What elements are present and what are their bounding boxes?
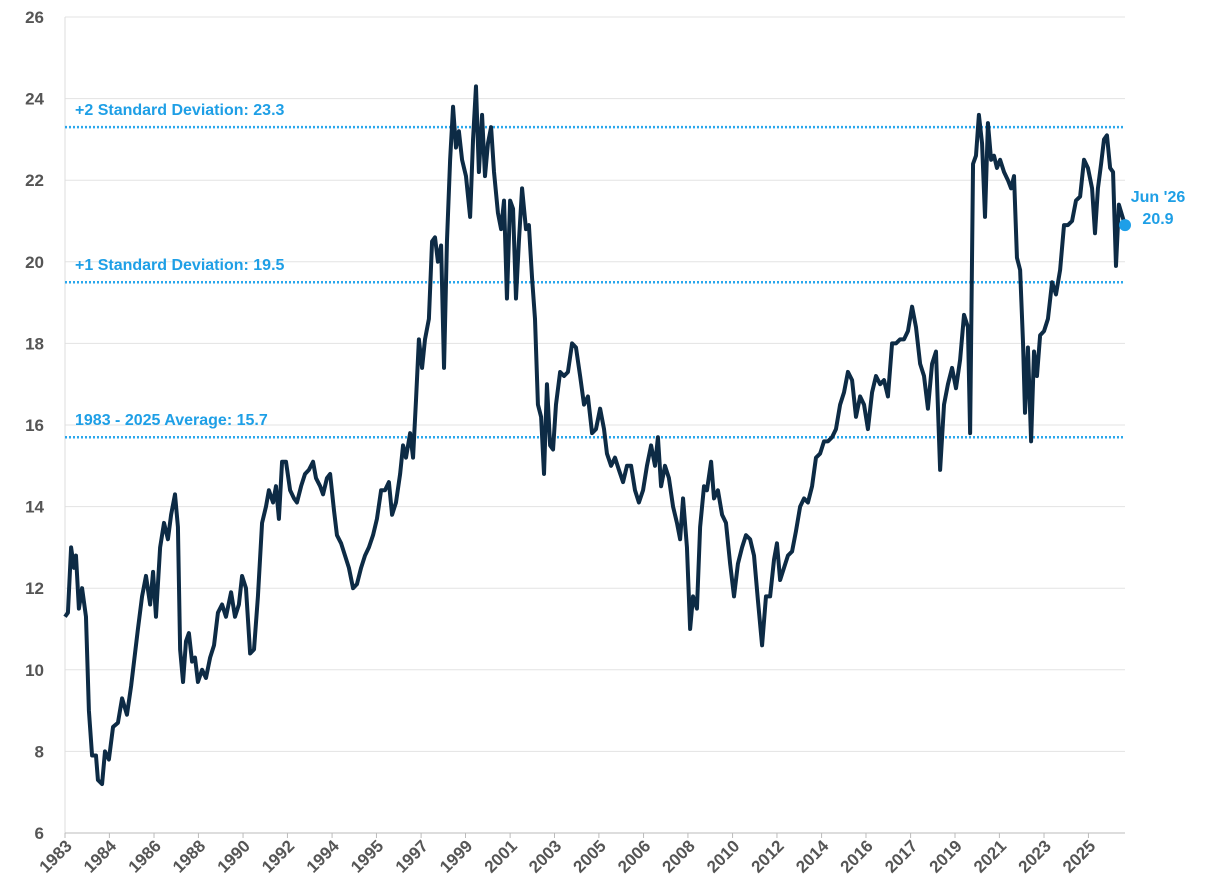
last-point-label: Jun '26 — [1131, 189, 1186, 206]
x-tick-label: 2017 — [881, 836, 921, 876]
y-tick-label: 22 — [25, 171, 44, 190]
x-tick-label: 2023 — [1015, 836, 1055, 876]
y-tick-label: 16 — [25, 416, 44, 435]
y-tick-label: 18 — [25, 334, 44, 353]
data-line — [63, 84, 1127, 787]
reference-label: +1 Standard Deviation: 19.5 — [75, 257, 285, 274]
y-tick-label: 20 — [25, 253, 44, 272]
x-tick-label: 1984 — [80, 836, 121, 877]
reference-label: +2 Standard Deviation: 23.3 — [75, 102, 285, 119]
x-tick-label: 2016 — [837, 836, 877, 876]
x-tick-label: 2008 — [659, 836, 699, 876]
x-tick-label: 2003 — [525, 836, 565, 876]
last-point-value: 20.9 — [1142, 211, 1173, 228]
x-tick-label: 1988 — [169, 836, 209, 876]
x-tick-label: 2019 — [926, 836, 966, 876]
y-tick-label: 14 — [25, 498, 44, 517]
y-tick-label: 6 — [35, 824, 44, 843]
x-tick-label: 1994 — [303, 836, 344, 877]
y-tick-label: 12 — [25, 579, 44, 598]
x-tick-label: 1995 — [347, 836, 387, 876]
x-tick-label: 1986 — [125, 836, 165, 876]
x-tick-label: 2014 — [792, 836, 833, 877]
x-tick-label: 2001 — [481, 836, 521, 876]
y-tick-label: 10 — [25, 661, 44, 680]
y-tick-label: 24 — [25, 90, 44, 109]
x-tick-label: 2021 — [970, 836, 1010, 876]
x-tick-label: 2025 — [1059, 836, 1099, 876]
x-tick-label: 2010 — [703, 836, 743, 876]
y-tick-label: 8 — [35, 742, 44, 761]
x-tick-label: 2012 — [748, 836, 788, 876]
reference-label: 1983 - 2025 Average: 15.7 — [75, 412, 268, 429]
x-tick-label: 1997 — [392, 836, 432, 876]
last-point — [1119, 219, 1131, 232]
x-tick-label: 2005 — [570, 836, 610, 876]
x-tick-label: 2006 — [614, 836, 654, 876]
x-tick-label: 1992 — [258, 836, 298, 876]
x-tick-label: 1990 — [214, 836, 254, 876]
y-tick-label: 26 — [25, 8, 44, 27]
x-tick-label: 1999 — [436, 836, 476, 876]
